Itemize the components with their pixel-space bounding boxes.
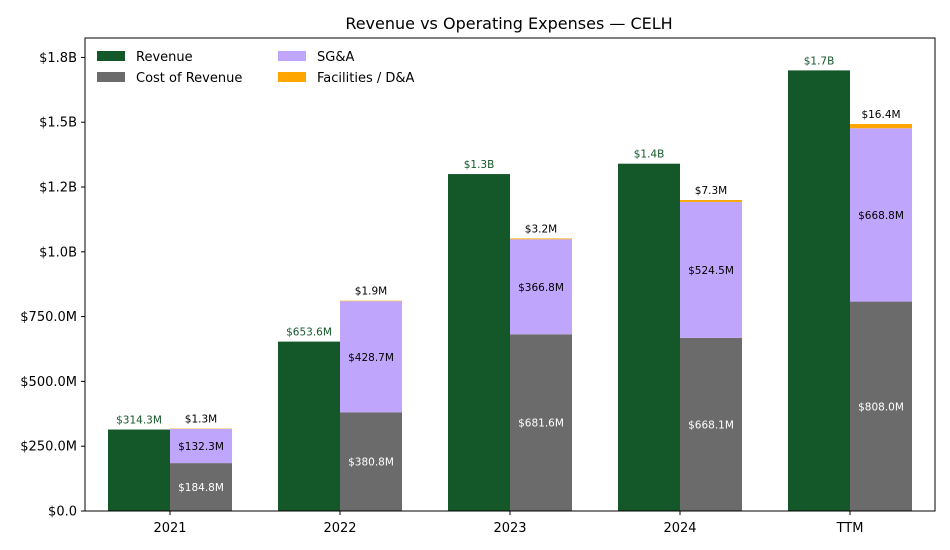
legend-swatch-facilities-d-a — [278, 72, 306, 82]
cost-of-revenue-bar-2022 — [340, 412, 402, 511]
cost-of-revenue-bar-2023 — [510, 334, 572, 511]
sg-a-label-ttm: $668.8M — [858, 210, 904, 222]
revenue-label-2021: $314.3M — [116, 415, 162, 427]
revenue-label-2023: $1.3B — [464, 159, 495, 171]
x-tick-label-2023: 2023 — [493, 521, 526, 536]
data-labels-layer: $314.3M $184.8M $132.3M $1.3M $653.6M $380.8M… — [116, 55, 904, 494]
facilities-d-a-bar-2023 — [510, 238, 572, 240]
facilities-d-a-label-2024: $7.3M — [695, 185, 727, 197]
cost-of-revenue-label-2022: $380.8M — [348, 457, 394, 469]
cost-of-revenue-bar-2024 — [680, 337, 742, 511]
cost-of-revenue-bar-ttm — [850, 301, 912, 511]
cost-of-revenue-label-2023: $681.6M — [518, 418, 564, 430]
facilities-d-a-label-2021: $1.3M — [185, 413, 217, 425]
x-tick-label-2024: 2024 — [663, 521, 696, 536]
x-tick-label-2021: 2021 — [153, 521, 186, 536]
legend-label-facilities-d-a: Facilities / D&A — [317, 71, 415, 86]
x-tick-label-2022: 2022 — [323, 521, 356, 536]
facilities-d-a-label-2022: $1.9M — [355, 286, 387, 298]
y-tick-label: $250.0M — [20, 440, 77, 455]
revenue-bar-2023 — [448, 174, 510, 512]
axes-layer: 2021 2022 2023 2024 TTM $0.0 $250.0M $500.0M $75… — [20, 37, 936, 536]
sg-a-label-2023: $366.8M — [518, 282, 564, 294]
sg-a-bar-2021 — [170, 428, 232, 464]
cost-of-revenue-label-ttm: $808.0M — [858, 401, 904, 413]
y-tick-label: $1.5B — [39, 116, 77, 131]
sg-a-label-2022: $428.7M — [348, 352, 394, 364]
revenue-bar-2024 — [618, 163, 680, 512]
facilities-d-a-label-ttm: $16.4M — [861, 109, 900, 121]
y-tick-label: $0.0 — [48, 505, 77, 520]
legend: Revenue Cost of Revenue SG&A Facilities / D… — [97, 50, 415, 86]
revenue-label-2022: $653.6M — [286, 327, 332, 339]
revenue-bar-2022 — [278, 341, 340, 511]
y-tick-label: $500.0M — [20, 375, 77, 390]
cost-of-revenue-label-2024: $668.1M — [688, 419, 734, 431]
sg-a-label-2021: $132.3M — [178, 441, 224, 453]
sg-a-bar-2022 — [340, 301, 402, 413]
cost-of-revenue-bar-2021 — [170, 463, 232, 511]
revenue-label-ttm: $1.7B — [804, 55, 835, 67]
y-tick-label: $750.0M — [20, 310, 77, 325]
legend-swatch-revenue — [97, 51, 125, 61]
sg-a-bar-ttm — [850, 128, 912, 302]
legend-label-revenue: Revenue — [136, 50, 193, 65]
sg-a-bar-2024 — [680, 201, 742, 338]
bars-layer — [108, 70, 912, 512]
plot-frame — [84, 37, 936, 512]
legend-swatch-cost-of-revenue — [97, 72, 125, 82]
facilities-d-a-bar-2024 — [680, 200, 742, 202]
revenue-label-2024: $1.4B — [634, 149, 665, 161]
legend-label-sg-a: SG&A — [317, 50, 354, 65]
sg-a-bar-2023 — [510, 239, 572, 335]
y-tick-label: $1.8B — [39, 51, 77, 66]
legend-label-cost-of-revenue: Cost of Revenue — [136, 71, 242, 86]
y-tick-label: $1.2B — [39, 181, 77, 196]
y-tick-label: $1.0B — [39, 245, 77, 260]
facilities-d-a-bar-ttm — [850, 123, 912, 129]
revenue-bar-2021 — [108, 429, 170, 511]
x-tick-label-ttm: TTM — [836, 521, 864, 536]
facilities-d-a-label-2023: $3.2M — [525, 223, 557, 235]
chart-title: Revenue vs Operating Expenses — CELH — [345, 14, 672, 33]
revenue-bar-ttm — [788, 70, 850, 511]
legend-swatch-sg-a — [278, 51, 306, 61]
cost-of-revenue-label-2021: $184.8M — [178, 482, 224, 494]
sg-a-label-2024: $524.5M — [688, 265, 734, 277]
